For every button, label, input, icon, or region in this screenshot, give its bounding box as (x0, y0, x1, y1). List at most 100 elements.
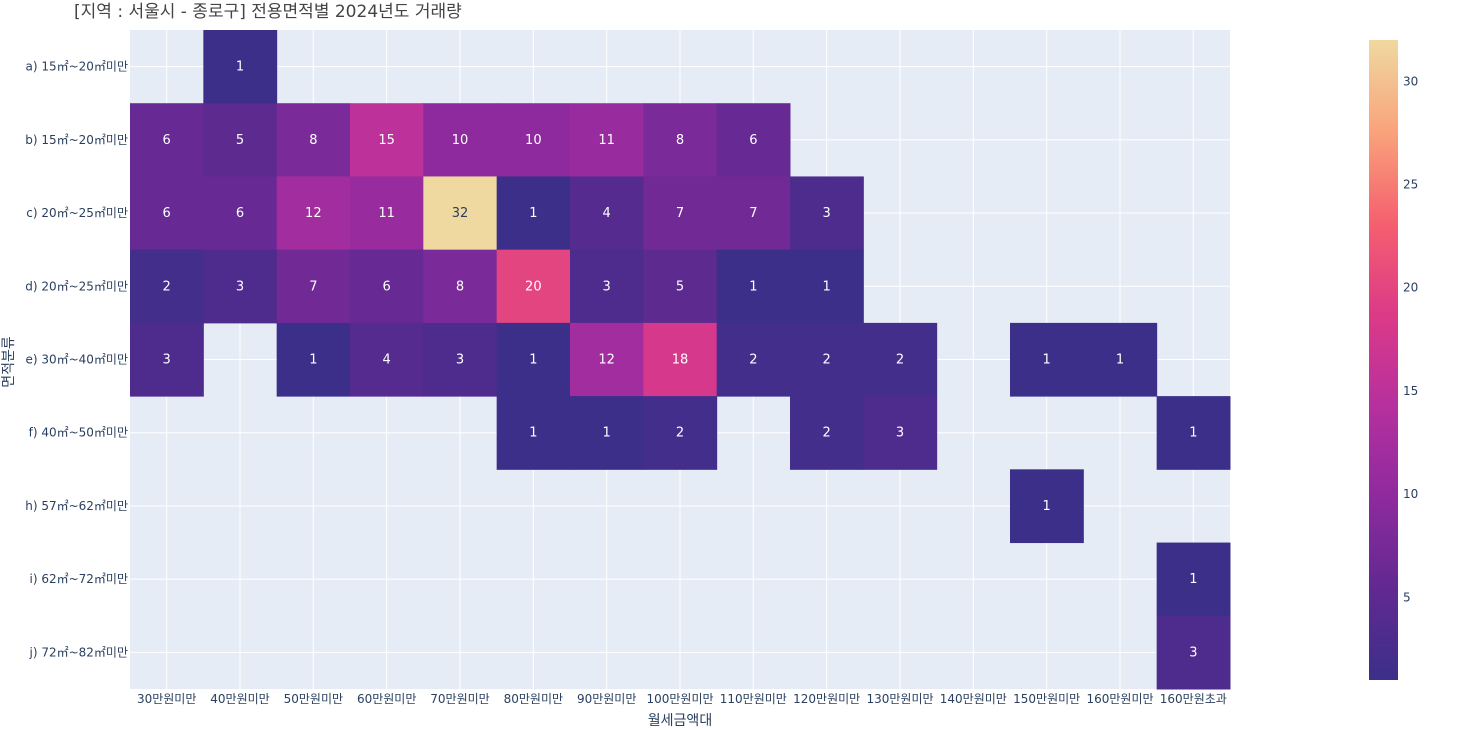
y-tick-label: h) 57㎡~62㎡미만 (25, 499, 128, 513)
heatmap-cell (496, 396, 571, 470)
heatmap-cell (643, 249, 718, 324)
heatmap-cell (643, 176, 718, 251)
cell-value-label: 2 (749, 353, 757, 368)
cell-value-label: 7 (309, 279, 317, 294)
cell-value-label: 6 (236, 206, 244, 221)
cell-value-label: 3 (823, 206, 831, 221)
heatmap-cell (423, 249, 498, 324)
x-tick-label: 120만원미만 (793, 692, 860, 706)
cell-value-label: 2 (823, 426, 831, 441)
heatmap-cell (130, 176, 204, 251)
cell-value-label: 12 (305, 206, 322, 221)
cell-value-label: 7 (749, 206, 757, 221)
heatmap-cell (1156, 615, 1231, 690)
x-tick-label: 40만원미만 (210, 692, 269, 706)
heatmap-cell (203, 176, 278, 251)
colorbar-tick-label: 10 (1403, 487, 1418, 501)
heatmap-cell (1156, 542, 1231, 617)
heatmap-cell (423, 176, 498, 251)
cell-value-label: 2 (823, 353, 831, 368)
x-tick-label: 110만원미만 (720, 692, 787, 706)
heatmap-cell (276, 249, 351, 324)
y-tick-label: d) 20㎡~25㎡미만 (25, 279, 128, 293)
heatmap-cell (350, 103, 424, 177)
heatmap-cell (423, 103, 498, 177)
cell-value-label: 6 (163, 133, 171, 148)
colorbar-tick-label: 15 (1403, 384, 1418, 398)
colorbar-tick-label: 30 (1403, 74, 1418, 88)
cell-value-label: 8 (456, 279, 464, 294)
cell-value-label: 11 (378, 206, 395, 221)
colorbar-tick-label: 5 (1403, 590, 1411, 604)
cell-value-label: 7 (676, 206, 684, 221)
heatmap-cell (130, 322, 204, 397)
y-tick-label: f) 40㎡~50㎡미만 (29, 426, 128, 440)
heatmap-cell (643, 322, 718, 397)
cell-value-label: 1 (1189, 426, 1197, 441)
cell-value-label: 2 (896, 353, 904, 368)
heatmap-cell (790, 396, 864, 470)
heatmap-cell (203, 30, 278, 104)
cell-value-label: 1 (309, 353, 317, 368)
cell-value-label: 2 (163, 279, 171, 294)
heatmap-cell (716, 103, 791, 177)
heatmap-cell (496, 103, 571, 177)
cell-value-label: 8 (676, 133, 684, 148)
cell-value-label: 6 (163, 206, 171, 221)
cell-value-label: 3 (456, 353, 464, 368)
heatmap-cell (276, 322, 351, 397)
cell-value-label: 3 (1189, 645, 1197, 660)
cell-value-label: 4 (603, 206, 611, 221)
y-tick-label: a) 15㎡~20㎡미만 (25, 60, 128, 74)
cell-value-label: 20 (525, 279, 542, 294)
chart-title: [지역 : 서울시 - 종로구] 전용면적별 2024년도 거래량 (74, 2, 462, 22)
heatmap-cell (716, 249, 791, 324)
cell-value-label: 4 (383, 353, 391, 368)
cell-value-label: 2 (676, 426, 684, 441)
heatmap-cell (1010, 469, 1084, 544)
x-tick-label: 140만원미만 (940, 692, 1007, 706)
x-tick-label: 150만원미만 (1013, 692, 1080, 706)
heatmap-cell (716, 176, 791, 251)
cell-value-label: 6 (749, 133, 757, 148)
heatmap-cell (276, 103, 351, 177)
heatmap-cell (350, 176, 424, 251)
heatmap-cell (423, 322, 498, 397)
y-tick-label: i) 62㎡~72㎡미만 (29, 572, 128, 586)
x-tick-label: 160만원미만 (1086, 692, 1153, 706)
cell-value-label: 12 (598, 353, 615, 368)
heatmap-cell (130, 249, 204, 324)
heatmap-cell (203, 103, 278, 177)
cell-value-label: 1 (529, 206, 537, 221)
cell-value-label: 10 (525, 133, 542, 148)
heatmap-cell (496, 249, 571, 324)
cell-value-label: 3 (163, 353, 171, 368)
heatmap-cell (1083, 322, 1158, 397)
heatmap-cell (790, 176, 864, 251)
cell-value-label: 1 (1043, 353, 1051, 368)
heatmap-cell (570, 322, 644, 397)
heatmap-cell (570, 176, 644, 251)
x-tick-label: 90만원미만 (577, 692, 636, 706)
y-tick-label: b) 15㎡~20㎡미만 (25, 133, 128, 147)
cell-value-label: 6 (383, 279, 391, 294)
heatmap-cell (496, 322, 571, 397)
x-tick-label: 100만원미만 (646, 692, 713, 706)
cell-value-label: 5 (676, 279, 684, 294)
x-tick-label: 60만원미만 (357, 692, 416, 706)
heatmap-cell (863, 396, 938, 470)
heatmap-cell (496, 176, 571, 251)
cell-value-label: 11 (598, 133, 615, 148)
x-tick-label: 50만원미만 (284, 692, 343, 706)
cell-value-label: 8 (309, 133, 317, 148)
heatmap-cell (790, 322, 864, 397)
x-tick-label: 160만원초과 (1160, 692, 1227, 706)
colorbar (1369, 40, 1398, 680)
x-axis-title: 월세금액대 (647, 713, 713, 729)
cell-value-label: 10 (452, 133, 469, 148)
x-tick-label: 80만원미만 (504, 692, 563, 706)
x-tick-label: 30만원미만 (137, 692, 196, 706)
heatmap-cell (1010, 322, 1084, 397)
heatmap-cell (350, 249, 424, 324)
